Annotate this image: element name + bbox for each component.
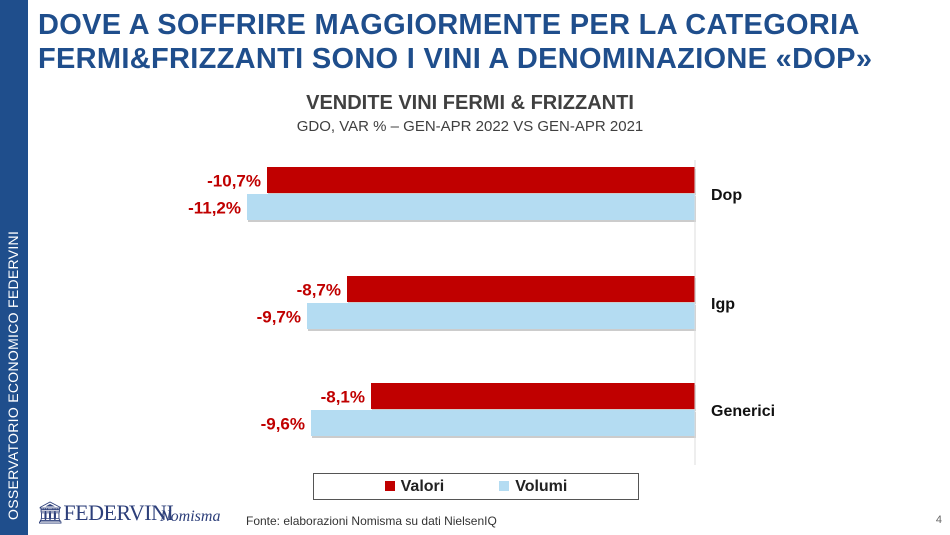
title-line-1: DOVE A SOFFRIRE MAGGIORMENTE PER LA CATE…: [38, 9, 860, 41]
federvini-logo: 🏛FEDERVINI: [36, 500, 174, 525]
legend-label: Valori: [400, 477, 445, 495]
data-label: -10,7%: [207, 172, 261, 191]
nomisma-logo: Nomisma: [160, 508, 221, 525]
sidebar-band: OSSERVATORIO ECONOMICO FEDERVINI: [0, 0, 28, 535]
legend-item-volumi: Volumi: [499, 478, 567, 496]
bar-valori-igp: [347, 276, 695, 302]
legend-swatch: [499, 480, 510, 491]
data-label: -8,1%: [321, 388, 365, 407]
legend-item-valori: Valori: [384, 477, 445, 496]
data-label: -9,7%: [257, 308, 301, 327]
data-label: -11,2%: [188, 199, 241, 218]
category-label: Dop: [711, 187, 742, 204]
source-note: Fonte: elaborazioni Nomisma su dati Niel…: [246, 514, 497, 528]
chart-subtitle: GDO, VAR % – GEN-APR 2022 VS GEN-APR 202…: [296, 118, 644, 135]
page-title: DOVE A SOFFRIRE MAGGIORMENTE PER LA CATE…: [38, 8, 872, 76]
legend: Valori Volumi: [313, 473, 639, 500]
category-label: Generici: [711, 403, 775, 420]
title-line-2: FERMI&FRIZZANTI SONO I VINI A DENOMINAZI…: [38, 43, 873, 75]
bar-valori-generici: [371, 383, 695, 409]
bar-volumi-igp: [307, 303, 695, 329]
chart-title: VENDITE VINI FERMI & FRIZZANTI: [306, 92, 634, 114]
legend-label: Volumi: [515, 477, 568, 495]
data-label: -8,7%: [297, 281, 341, 300]
category-label: Igp: [711, 296, 735, 313]
bar-volumi-generici: [311, 410, 695, 436]
bar-volumi-dop: [247, 194, 695, 220]
bar-valori-dop: [267, 167, 695, 193]
page-number: 4: [935, 514, 942, 526]
data-label: -9,6%: [261, 415, 305, 434]
legend-swatch: [384, 480, 395, 491]
